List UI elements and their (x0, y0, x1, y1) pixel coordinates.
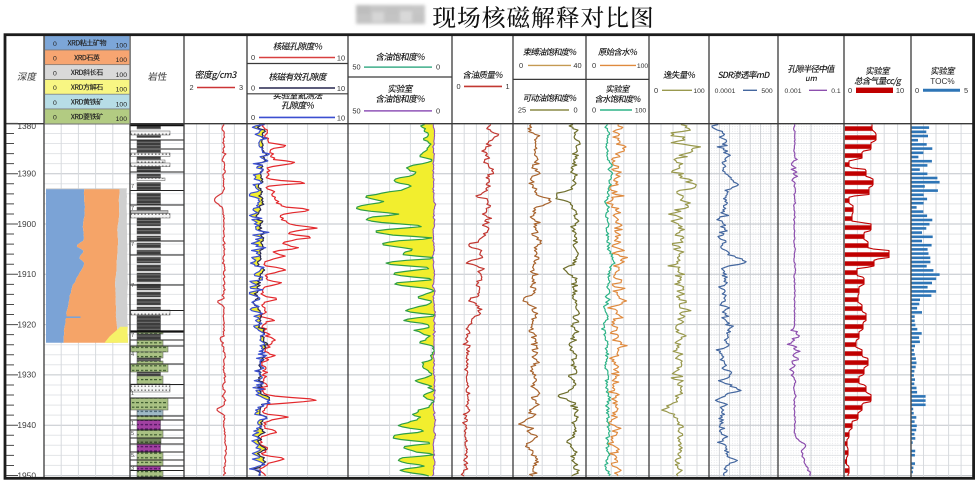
svg-text:10: 10 (896, 86, 904, 95)
svg-text:0: 0 (654, 86, 658, 95)
svg-text:10: 10 (337, 54, 345, 63)
svg-text:7: 7 (131, 206, 134, 212)
svg-text:0: 0 (436, 63, 440, 72)
svg-text:100: 100 (637, 63, 649, 70)
svg-text:0: 0 (251, 84, 255, 93)
svg-text:0: 0 (456, 82, 460, 91)
svg-text:2: 2 (189, 83, 193, 92)
svg-text:0: 0 (53, 100, 57, 107)
svg-text:4: 4 (131, 352, 134, 358)
svg-text:40: 40 (573, 61, 581, 70)
svg-text:0.0001: 0.0001 (715, 88, 736, 95)
svg-text:0: 0 (915, 86, 919, 95)
svg-text:100: 100 (116, 42, 128, 49)
svg-text:1900: 1900 (17, 219, 36, 229)
svg-text:7: 7 (131, 333, 134, 339)
svg-text:10: 10 (337, 84, 345, 93)
svg-text:0: 0 (53, 56, 57, 63)
svg-text:0: 0 (436, 106, 440, 115)
svg-text:0.1: 0.1 (831, 88, 841, 95)
svg-text:0: 0 (592, 61, 596, 70)
svg-text:100: 100 (116, 57, 128, 64)
svg-text:1390: 1390 (17, 169, 36, 179)
svg-text:5: 5 (131, 431, 134, 437)
svg-text:5.: 5. (131, 453, 136, 459)
svg-text:100: 100 (693, 88, 705, 95)
svg-text:1930: 1930 (17, 370, 36, 380)
svg-text:7: 7 (131, 242, 134, 248)
svg-text:0: 0 (251, 53, 255, 62)
svg-text:0: 0 (53, 71, 57, 78)
svg-text:100: 100 (116, 72, 128, 79)
svg-text:7: 7 (131, 184, 134, 190)
svg-text:5: 5 (964, 86, 968, 95)
svg-text:10: 10 (337, 114, 345, 123)
svg-text:1950: 1950 (17, 470, 36, 480)
svg-text:3: 3 (239, 83, 243, 92)
svg-text:1: 1 (131, 391, 134, 397)
svg-text:1920: 1920 (17, 319, 36, 329)
svg-text:100: 100 (116, 101, 128, 108)
svg-text:0: 0 (251, 113, 255, 122)
svg-text:0: 0 (519, 61, 523, 70)
svg-text:1380: 1380 (17, 121, 36, 131)
svg-text:0: 0 (592, 106, 596, 115)
svg-text:100: 100 (116, 87, 128, 94)
svg-text:0.001: 0.001 (784, 88, 801, 95)
svg-text:100: 100 (635, 108, 647, 115)
svg-text:7: 7 (131, 283, 134, 289)
svg-text:0: 0 (53, 85, 57, 92)
svg-text:100: 100 (116, 116, 128, 123)
svg-text:50: 50 (352, 106, 360, 115)
svg-text:0: 0 (53, 115, 57, 122)
svg-text:1: 1 (505, 82, 509, 91)
svg-text:1910: 1910 (17, 269, 36, 279)
svg-text:0: 0 (848, 86, 852, 95)
svg-text:50: 50 (352, 63, 360, 72)
svg-text:0: 0 (573, 106, 577, 115)
svg-text:3: 3 (131, 466, 134, 472)
svg-text:TOC%: TOC% (930, 77, 954, 86)
svg-text:1.: 1. (131, 421, 136, 427)
svg-text:500: 500 (761, 88, 773, 95)
svg-text:0: 0 (53, 41, 57, 48)
svg-text:1940: 1940 (17, 420, 36, 430)
svg-text:25: 25 (518, 106, 526, 115)
